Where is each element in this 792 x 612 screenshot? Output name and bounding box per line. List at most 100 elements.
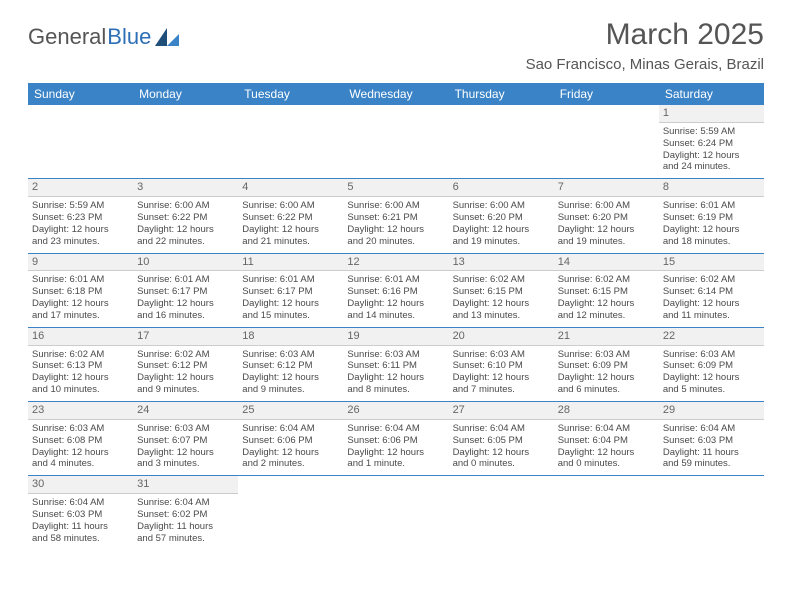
sunset-text: Sunset: 6:06 PM (347, 435, 444, 447)
sunset-text: Sunset: 6:02 PM (137, 509, 234, 521)
day-cell: Sunrise: 5:59 AMSunset: 6:24 PMDaylight:… (659, 122, 764, 179)
daylight-text: and 3 minutes. (137, 458, 234, 470)
daylight-text: and 15 minutes. (242, 310, 339, 322)
day-cell: Sunrise: 6:03 AMSunset: 6:12 PMDaylight:… (238, 345, 343, 402)
sunrise-text: Sunrise: 6:03 AM (663, 349, 760, 361)
day-details: Sunrise: 5:59 AMSunset: 6:23 PMDaylight:… (32, 200, 129, 248)
day-header-row: Sunday Monday Tuesday Wednesday Thursday… (28, 83, 764, 105)
day-cell: Sunrise: 6:04 AMSunset: 6:04 PMDaylight:… (554, 419, 659, 476)
day-cell (133, 122, 238, 179)
sunset-text: Sunset: 6:18 PM (32, 286, 129, 298)
day-cell: Sunrise: 6:00 AMSunset: 6:20 PMDaylight:… (449, 197, 554, 254)
sunrise-text: Sunrise: 6:03 AM (453, 349, 550, 361)
daylight-text: and 19 minutes. (453, 236, 550, 248)
day-number: 3 (137, 181, 143, 193)
sunrise-text: Sunrise: 6:02 AM (558, 274, 655, 286)
day-number: 27 (453, 404, 465, 416)
day-number-cell: 10 (133, 253, 238, 271)
daylight-text: Daylight: 12 hours (558, 447, 655, 459)
day-number-cell (659, 476, 764, 494)
sunset-text: Sunset: 6:23 PM (32, 212, 129, 224)
day-cell: Sunrise: 6:04 AMSunset: 6:06 PMDaylight:… (343, 419, 448, 476)
sunrise-text: Sunrise: 6:04 AM (558, 423, 655, 435)
daylight-text: and 21 minutes. (242, 236, 339, 248)
week-row: Sunrise: 6:02 AMSunset: 6:13 PMDaylight:… (28, 345, 764, 402)
sunset-text: Sunset: 6:07 PM (137, 435, 234, 447)
sunrise-text: Sunrise: 6:02 AM (663, 274, 760, 286)
daylight-text: Daylight: 12 hours (32, 372, 129, 384)
day-number-row: 2345678 (28, 179, 764, 197)
day-number: 7 (558, 181, 564, 193)
day-number-cell: 24 (133, 402, 238, 420)
sunrise-text: Sunrise: 6:02 AM (453, 274, 550, 286)
day-number-cell: 14 (554, 253, 659, 271)
sunset-text: Sunset: 6:22 PM (242, 212, 339, 224)
day-cell: Sunrise: 6:00 AMSunset: 6:22 PMDaylight:… (133, 197, 238, 254)
daylight-text: Daylight: 11 hours (32, 521, 129, 533)
day-number-row: 9101112131415 (28, 253, 764, 271)
daylight-text: Daylight: 11 hours (137, 521, 234, 533)
daylight-text: Daylight: 12 hours (242, 298, 339, 310)
daylight-text: Daylight: 12 hours (663, 150, 760, 162)
day-details: Sunrise: 6:04 AMSunset: 6:03 PMDaylight:… (663, 423, 760, 471)
day-cell (28, 122, 133, 179)
calendar-page: General Blue March 2025 Sao Francisco, M… (0, 0, 792, 568)
day-details: Sunrise: 6:00 AMSunset: 6:22 PMDaylight:… (137, 200, 234, 248)
day-cell: Sunrise: 6:04 AMSunset: 6:02 PMDaylight:… (133, 494, 238, 550)
day-number-cell: 30 (28, 476, 133, 494)
day-number: 26 (347, 404, 359, 416)
day-number: 6 (453, 181, 459, 193)
sunrise-text: Sunrise: 6:01 AM (242, 274, 339, 286)
day-number: 11 (242, 256, 253, 268)
daylight-text: Daylight: 12 hours (137, 447, 234, 459)
daylight-text: and 24 minutes. (663, 161, 760, 173)
logo: General Blue (28, 24, 179, 50)
daylight-text: Daylight: 12 hours (137, 372, 234, 384)
day-cell (343, 122, 448, 179)
sunrise-text: Sunrise: 6:03 AM (242, 349, 339, 361)
day-cell: Sunrise: 6:01 AMSunset: 6:17 PMDaylight:… (238, 271, 343, 328)
day-cell: Sunrise: 6:04 AMSunset: 6:03 PMDaylight:… (28, 494, 133, 550)
day-number: 30 (32, 478, 44, 490)
day-details: Sunrise: 6:04 AMSunset: 6:05 PMDaylight:… (453, 423, 550, 471)
day-cell: Sunrise: 6:03 AMSunset: 6:10 PMDaylight:… (449, 345, 554, 402)
day-details: Sunrise: 6:01 AMSunset: 6:16 PMDaylight:… (347, 274, 444, 322)
sunset-text: Sunset: 6:22 PM (137, 212, 234, 224)
daylight-text: Daylight: 12 hours (663, 298, 760, 310)
day-cell: Sunrise: 6:01 AMSunset: 6:18 PMDaylight:… (28, 271, 133, 328)
daylight-text: and 20 minutes. (347, 236, 444, 248)
daylight-text: and 0 minutes. (558, 458, 655, 470)
day-number-row: 30 31 (28, 476, 764, 494)
day-details: Sunrise: 6:01 AMSunset: 6:17 PMDaylight:… (137, 274, 234, 322)
day-cell: Sunrise: 5:59 AMSunset: 6:23 PMDaylight:… (28, 197, 133, 254)
daylight-text: and 7 minutes. (453, 384, 550, 396)
day-number-cell: 5 (343, 179, 448, 197)
day-details: Sunrise: 6:02 AMSunset: 6:15 PMDaylight:… (558, 274, 655, 322)
day-number: 16 (32, 330, 44, 342)
day-cell (659, 494, 764, 550)
day-number-cell (554, 105, 659, 122)
daylight-text: Daylight: 12 hours (453, 224, 550, 236)
daylight-text: and 10 minutes. (32, 384, 129, 396)
sunrise-text: Sunrise: 6:02 AM (137, 349, 234, 361)
day-details: Sunrise: 6:03 AMSunset: 6:10 PMDaylight:… (453, 349, 550, 397)
sunset-text: Sunset: 6:19 PM (663, 212, 760, 224)
daylight-text: and 8 minutes. (347, 384, 444, 396)
day-number-cell: 29 (659, 402, 764, 420)
day-number-cell: 9 (28, 253, 133, 271)
day-number-cell: 6 (449, 179, 554, 197)
day-details: Sunrise: 6:01 AMSunset: 6:19 PMDaylight:… (663, 200, 760, 248)
day-number-cell (238, 105, 343, 122)
daylight-text: Daylight: 12 hours (32, 447, 129, 459)
sunrise-text: Sunrise: 6:04 AM (137, 497, 234, 509)
sunrise-text: Sunrise: 6:04 AM (453, 423, 550, 435)
day-number-cell: 16 (28, 327, 133, 345)
day-number-cell: 20 (449, 327, 554, 345)
daylight-text: Daylight: 12 hours (32, 224, 129, 236)
day-cell: Sunrise: 6:01 AMSunset: 6:19 PMDaylight:… (659, 197, 764, 254)
sunrise-text: Sunrise: 5:59 AM (663, 126, 760, 138)
day-cell: Sunrise: 6:00 AMSunset: 6:21 PMDaylight:… (343, 197, 448, 254)
day-number-cell: 31 (133, 476, 238, 494)
day-details: Sunrise: 6:00 AMSunset: 6:20 PMDaylight:… (558, 200, 655, 248)
day-details: Sunrise: 6:04 AMSunset: 6:03 PMDaylight:… (32, 497, 129, 545)
